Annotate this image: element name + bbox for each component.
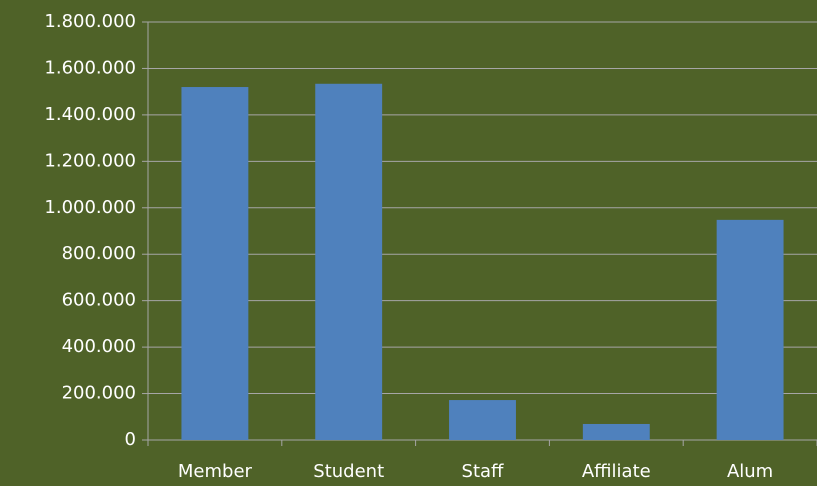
y-tick-label: 1.800.000 [44, 11, 136, 32]
y-tick-label: 200.000 [62, 383, 136, 404]
bar [315, 83, 383, 440]
x-tick-label: Staff [462, 461, 505, 482]
y-tick-label: 1.600.000 [44, 57, 136, 78]
x-tick-label: Member [178, 461, 253, 482]
y-tick-label: 1.000.000 [44, 197, 136, 218]
y-tick-label: 1.400.000 [44, 104, 136, 125]
x-tick-label: Alum [727, 461, 773, 482]
bar [716, 219, 784, 440]
y-tick-label: 800.000 [62, 243, 136, 264]
bar [181, 87, 249, 441]
x-tick-label: Student [313, 461, 384, 482]
y-tick-label: 0 [125, 429, 136, 450]
bar [582, 423, 650, 440]
y-tick-label: 1.200.000 [44, 150, 136, 171]
y-tick-label: 600.000 [62, 290, 136, 311]
x-tick-label: Affiliate [582, 461, 651, 482]
y-tick-label: 400.000 [62, 336, 136, 357]
bar [449, 400, 516, 440]
